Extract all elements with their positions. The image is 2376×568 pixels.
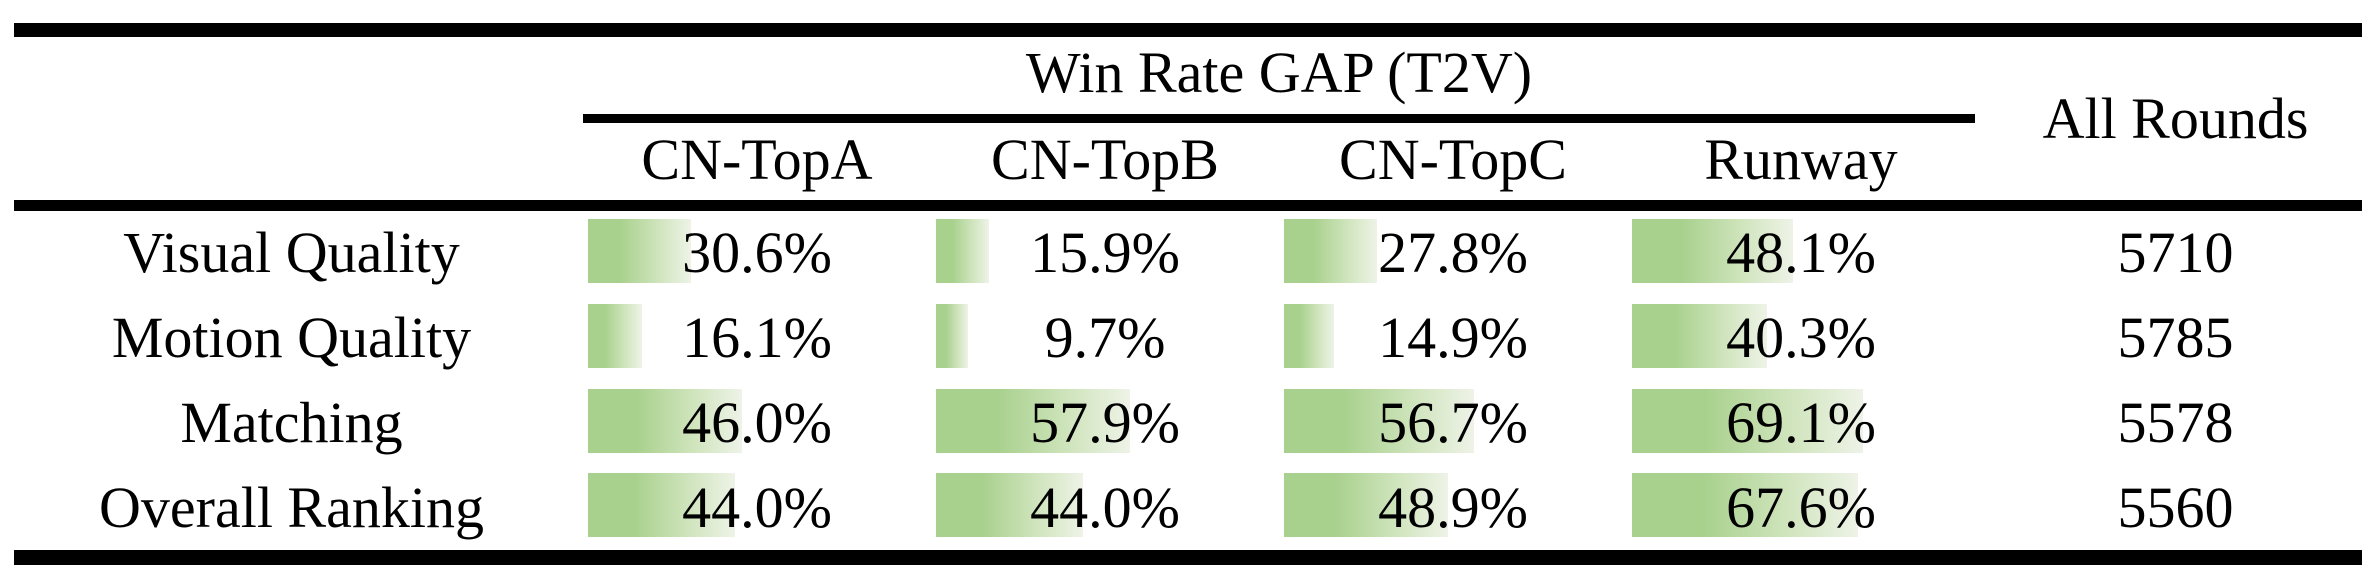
data-cell: 69.1% [1627,381,1975,466]
win-rate-value: 16.1% [682,305,832,371]
table-row-matching: Matching 46.0% 57.9% 56.7% 69.1% 5578 [0,381,2376,466]
win-rate-value: 46.0% [682,389,832,455]
data-cell: 16.1% [583,296,931,381]
group-header-underline-rule [583,114,1975,123]
table-body: Visual Quality 30.6% 15.9% 27.8% 48.1% 5… [0,211,2376,550]
data-cell: 44.0% [583,465,931,550]
win-rate-value: 48.1% [1726,220,1876,286]
win-rate-bar [936,303,969,368]
win-rate-bar [1284,388,1474,453]
column-header-cn-topb: CN-TopB [991,126,1219,192]
data-cell: 14.9% [1279,296,1627,381]
column-header-cn-topc: CN-TopC [1339,126,1567,192]
win-rate-bar [1284,303,1334,368]
win-rate-value: 30.6% [682,220,832,286]
win-rate-bar [1632,219,1794,283]
win-rate-value: 69.1% [1726,389,1876,455]
win-rate-bar [1284,219,1378,283]
all-rounds-value: 5578 [2117,389,2234,455]
table-row-visual-quality: Visual Quality 30.6% 15.9% 27.8% 48.1% 5… [0,211,2376,296]
win-rate-value: 44.0% [1030,474,1180,540]
win-rate-bar [1632,303,1767,368]
data-cell: 44.0% [931,465,1279,550]
data-cell: 40.3% [1627,296,1975,381]
win-rate-value: 40.3% [1726,305,1876,371]
all-rounds-value: 5560 [2117,474,2234,540]
win-rate-bar [588,473,736,538]
win-rate-bar [936,219,990,283]
column-header-runway: Runway [1704,126,1898,192]
win-rate-value: 57.9% [1030,389,1180,455]
win-rate-bar [588,219,691,283]
win-rate-value: 48.9% [1378,474,1528,540]
win-rate-value: 14.9% [1378,305,1528,371]
win-rate-value: 44.0% [682,474,832,540]
row-label: Overall Ranking [99,474,484,540]
table-row-overall-ranking: Overall Ranking 44.0% 44.0% 48.9% 67.6% … [0,465,2376,550]
data-cell: 57.9% [931,381,1279,466]
win-rate-value: 9.7% [1044,305,1166,371]
data-cell: 15.9% [931,211,1279,296]
data-cell: 30.6% [583,211,931,296]
win-rate-bar [588,303,642,368]
win-rate-bar [1632,473,1859,538]
data-cell: 48.9% [1279,465,1627,550]
win-rate-value: 56.7% [1378,389,1528,455]
all-rounds-value: 5710 [2117,220,2234,286]
data-cell: 9.7% [931,296,1279,381]
win-rate-bar [1284,473,1448,538]
all-rounds-value: 5785 [2117,305,2234,371]
header-rule [14,200,2362,211]
group-header: Win Rate GAP (T2V) [1025,39,1533,105]
bottom-rule [14,550,2362,565]
row-label: Motion Quality [111,305,472,371]
win-rate-value: 27.8% [1378,220,1528,286]
column-header-cn-topa: CN-TopA [641,126,873,192]
data-cell: 48.1% [1627,211,1975,296]
row-label: Matching [180,389,403,455]
all-rounds-header: All Rounds [2042,85,2309,151]
data-cell: 56.7% [1279,381,1627,466]
win-rate-bar [936,473,1084,538]
win-rate-bar [936,388,1130,453]
row-label: Visual Quality [123,220,460,286]
data-cell: 67.6% [1627,465,1975,550]
top-rule [14,23,2362,37]
win-rate-value: 67.6% [1726,474,1876,540]
data-cell: 46.0% [583,381,931,466]
data-cell: 27.8% [1279,211,1627,296]
win-rate-value: 15.9% [1030,220,1180,286]
win-rate-bar [588,388,743,453]
win-rate-bar [1632,388,1864,453]
table-row-motion-quality: Motion Quality 16.1% 9.7% 14.9% 40.3% 57… [0,296,2376,381]
